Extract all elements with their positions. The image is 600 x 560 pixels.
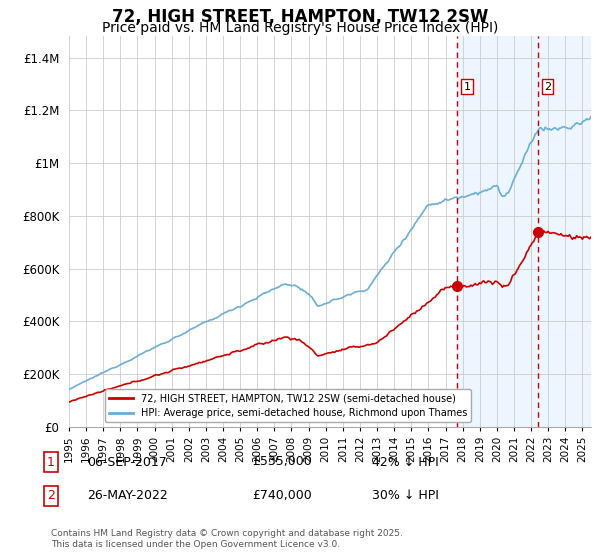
Text: 26-MAY-2022: 26-MAY-2022 bbox=[87, 489, 168, 502]
Text: 1: 1 bbox=[463, 82, 470, 91]
Text: £535,000: £535,000 bbox=[252, 455, 312, 469]
Text: Contains HM Land Registry data © Crown copyright and database right 2025.
This d: Contains HM Land Registry data © Crown c… bbox=[51, 529, 403, 549]
Text: 42% ↓ HPI: 42% ↓ HPI bbox=[372, 455, 439, 469]
Legend: 72, HIGH STREET, HAMPTON, TW12 2SW (semi-detached house), HPI: Average price, se: 72, HIGH STREET, HAMPTON, TW12 2SW (semi… bbox=[105, 389, 472, 422]
Text: 72, HIGH STREET, HAMPTON, TW12 2SW: 72, HIGH STREET, HAMPTON, TW12 2SW bbox=[112, 8, 488, 26]
Text: 2: 2 bbox=[47, 489, 55, 502]
Bar bbox=[457, 36, 538, 427]
Text: 30% ↓ HPI: 30% ↓ HPI bbox=[372, 489, 439, 502]
Text: 2: 2 bbox=[544, 82, 551, 91]
Text: Price paid vs. HM Land Registry's House Price Index (HPI): Price paid vs. HM Land Registry's House … bbox=[102, 21, 498, 35]
Bar bbox=[538, 36, 591, 427]
Text: 06-SEP-2017: 06-SEP-2017 bbox=[87, 455, 167, 469]
Text: £740,000: £740,000 bbox=[252, 489, 312, 502]
Text: 1: 1 bbox=[47, 455, 55, 469]
